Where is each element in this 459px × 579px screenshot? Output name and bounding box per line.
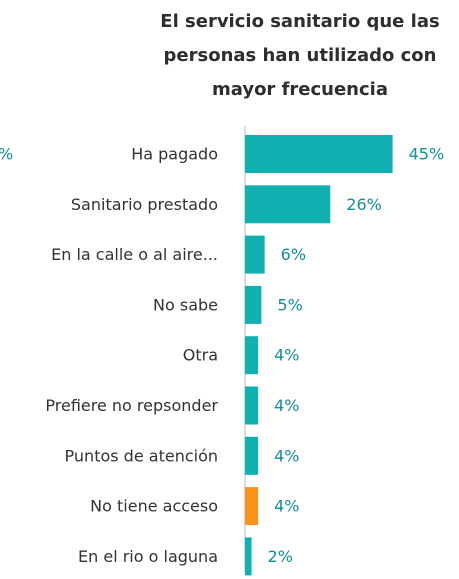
- bar: [245, 235, 265, 274]
- value-label: 4%: [274, 346, 299, 365]
- category-label: Otra: [183, 346, 218, 365]
- value-label: 5%: [277, 295, 302, 314]
- bar: [245, 386, 259, 425]
- bar: [245, 336, 259, 375]
- category-label: No sabe: [153, 295, 218, 314]
- category-label: Ha pagado: [131, 145, 218, 164]
- chart-title: El servicio sanitario que las: [160, 11, 439, 32]
- value-label: 6%: [281, 245, 306, 264]
- annotation: %: [0, 145, 13, 164]
- value-label: 26%: [346, 195, 382, 214]
- bar: [245, 487, 259, 526]
- category-label: En el rio o laguna: [78, 547, 218, 566]
- category-label: Prefiere no repsonder: [45, 396, 218, 415]
- category-label: En la calle o al aire...: [51, 245, 218, 264]
- category-label: Sanitario prestado: [71, 195, 218, 214]
- bar: [245, 537, 252, 576]
- chart-title: mayor frecuencia: [212, 79, 388, 100]
- value-label: 4%: [274, 446, 299, 465]
- bar: [245, 185, 331, 224]
- chart-title: personas han utilizado con: [164, 45, 437, 66]
- value-label: 4%: [274, 396, 299, 415]
- category-label: No tiene acceso: [90, 497, 218, 516]
- bar: [245, 285, 262, 324]
- value-label: 2%: [268, 547, 293, 566]
- value-label: 4%: [274, 497, 299, 516]
- bar: [245, 135, 393, 173]
- bar: [245, 436, 259, 475]
- value-label: 45%: [409, 145, 445, 164]
- category-label: Puntos de atención: [65, 446, 218, 465]
